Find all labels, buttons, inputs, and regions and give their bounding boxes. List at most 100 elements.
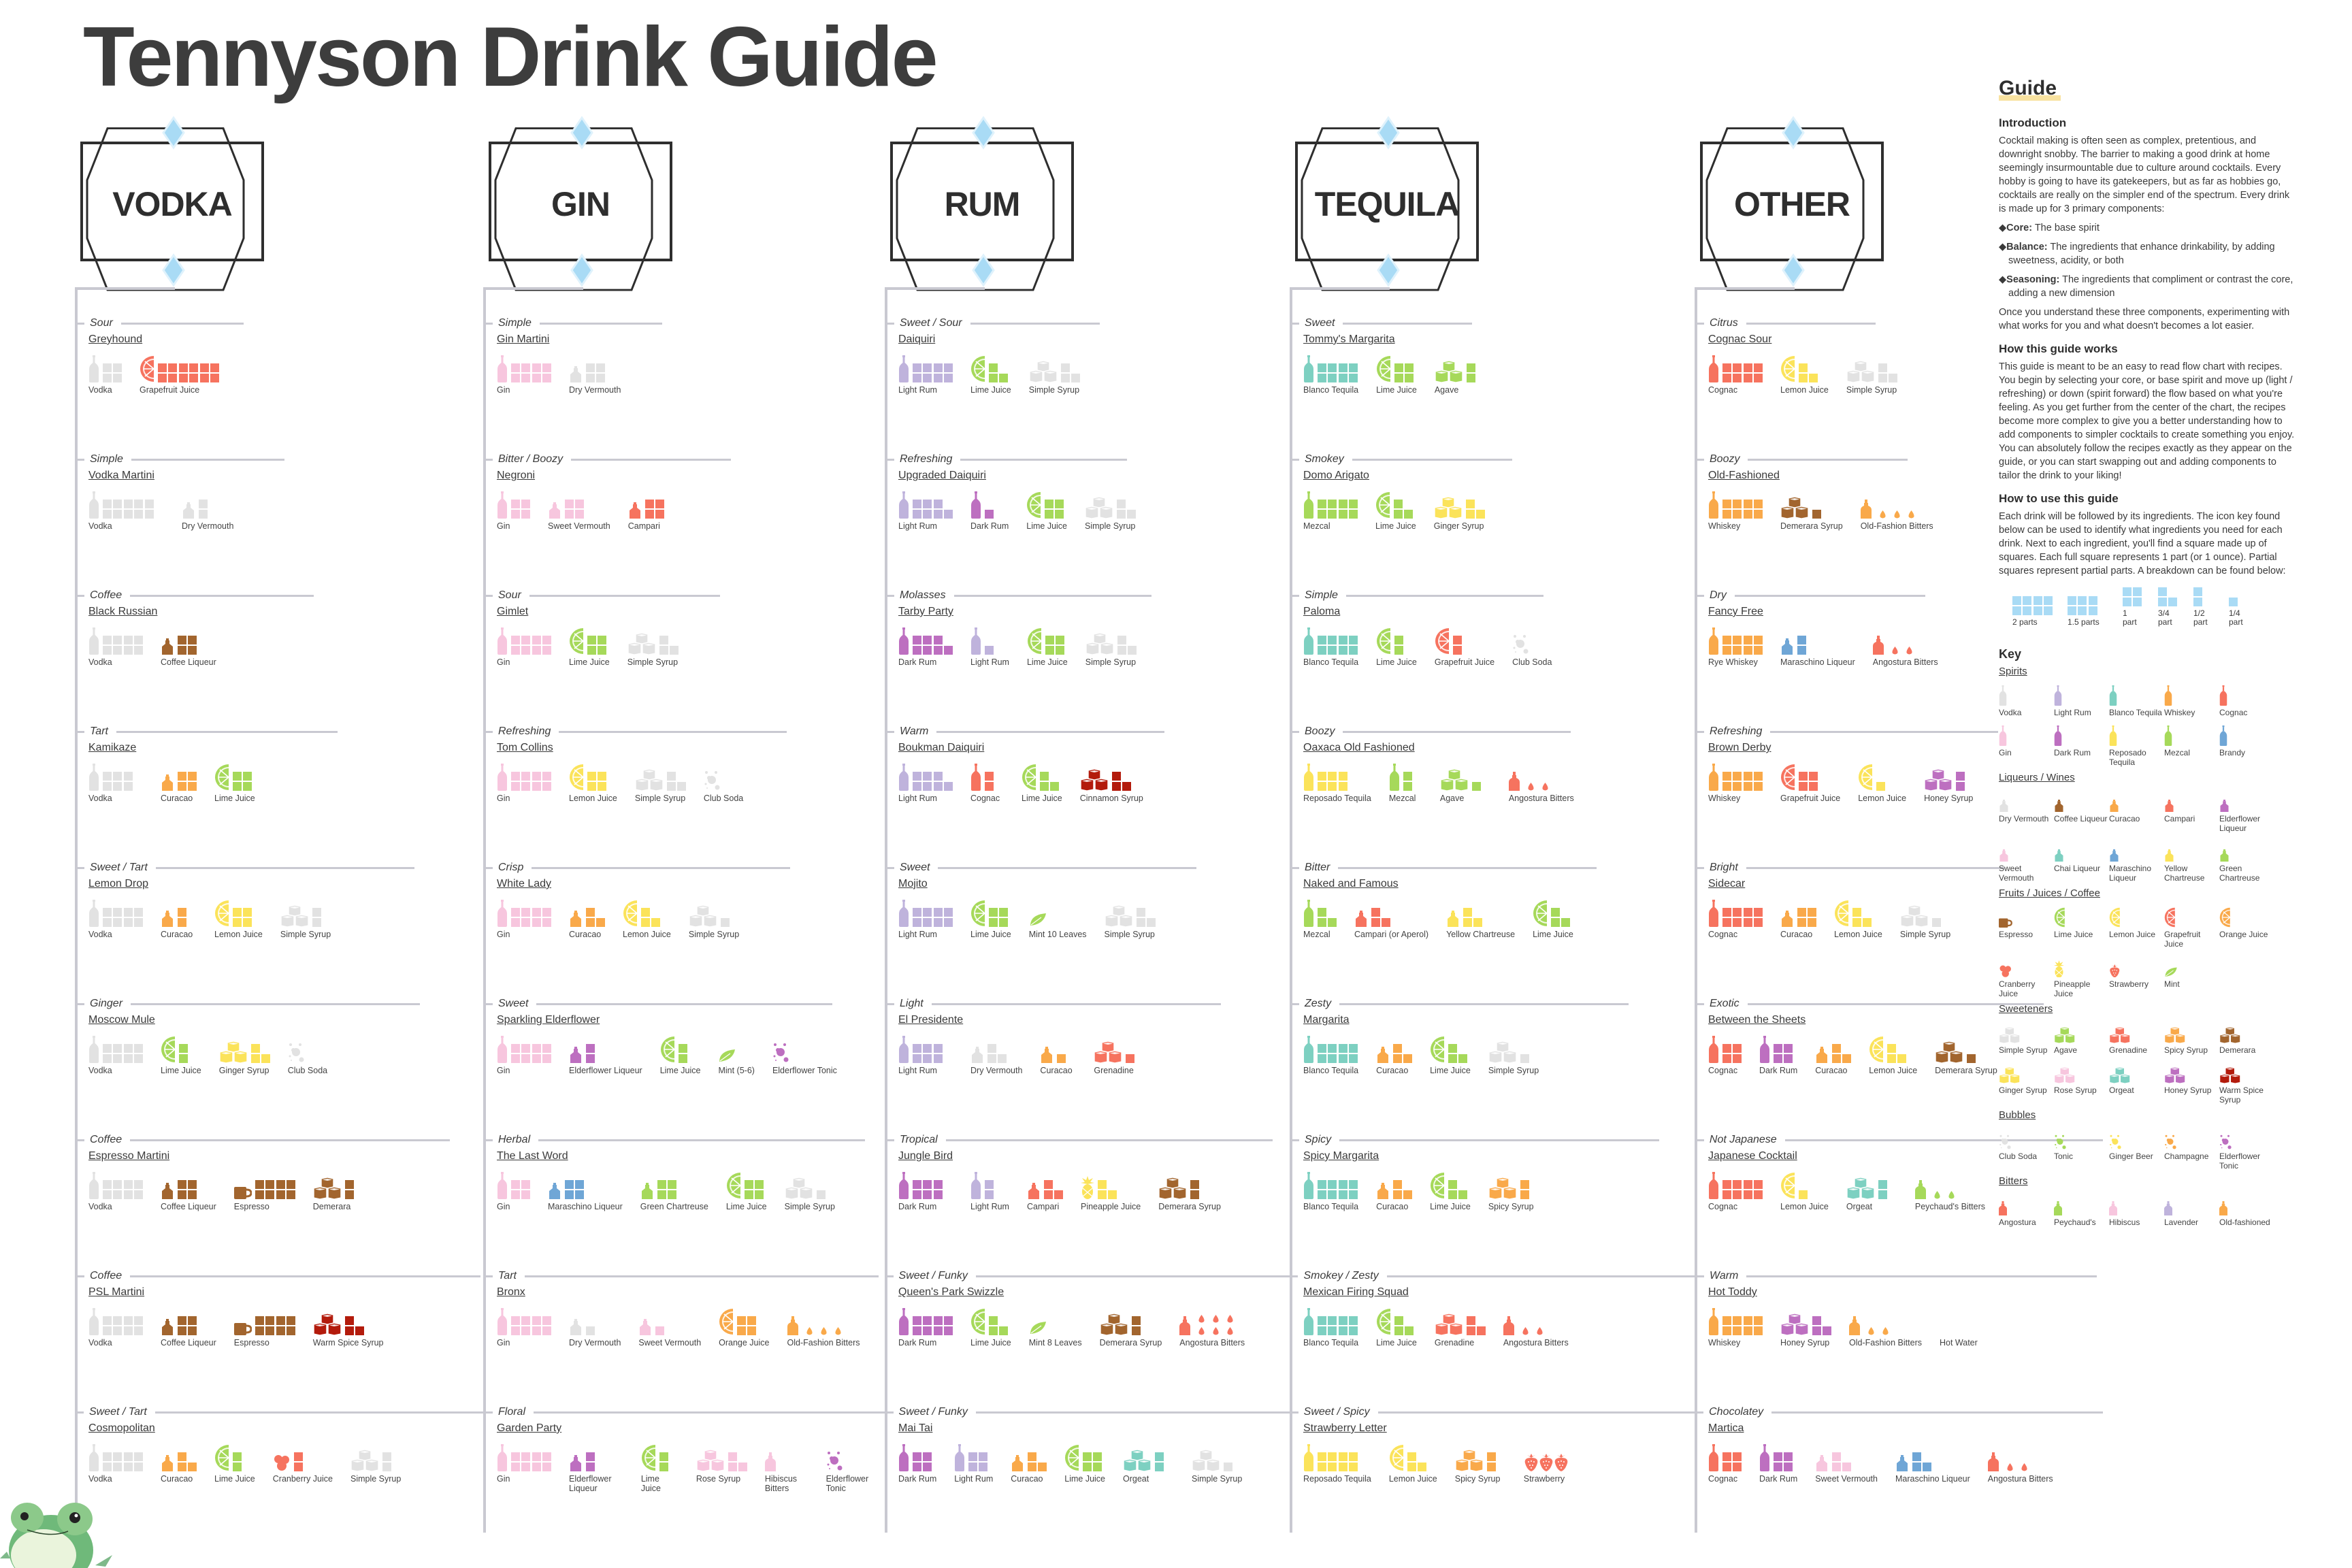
category-label: Crisp	[498, 862, 524, 873]
drink-name-link[interactable]: Black Russian	[88, 606, 158, 617]
drink-entry: Sweet / Tart Lemon Drop Vodka Curacao Le…	[75, 858, 483, 994]
tick-line	[1290, 730, 1299, 733]
parts-blocks	[1155, 1452, 1174, 1471]
component-bullet: ◆Core: The base spirit	[1999, 221, 2298, 235]
spirit-header-tequila[interactable]: TEQUILA	[1290, 116, 1494, 293]
trunk-line	[1290, 287, 1292, 1533]
drink-name-link[interactable]: Upgraded Daiquiri	[898, 470, 986, 481]
drink-name-link[interactable]: Margarita	[1303, 1014, 1350, 1026]
ingredient-label: Light Rum	[970, 1202, 1009, 1211]
drink-name-link[interactable]: Domo Arigato	[1303, 470, 1369, 481]
ingredient: Vodka	[88, 491, 164, 531]
drink-name-link[interactable]: Tommy's Margarita	[1303, 333, 1395, 345]
ingredient: Mint 10 Leaves	[1029, 900, 1087, 939]
parts-blocks	[255, 1316, 295, 1335]
parts-blocks	[1371, 908, 1390, 927]
drink-name-link[interactable]: Lemon Drop	[88, 878, 149, 889]
drink-name-link[interactable]: Mojito	[898, 878, 928, 889]
drink-name-link[interactable]: El Presidente	[898, 1014, 964, 1026]
spirit-header-vodka[interactable]: VODKA	[75, 116, 279, 293]
drink-name-link[interactable]: PSL Martini	[88, 1286, 145, 1298]
parts-blocks	[1912, 1452, 1931, 1471]
drink-name-link[interactable]: Mai Tai	[898, 1422, 933, 1434]
ingredient-label: Grapefruit Juice	[1434, 657, 1495, 667]
ingredient-label: Whiskey	[1708, 794, 1741, 803]
parts-blocks	[1318, 908, 1337, 927]
ingredient-label: Lime Juice	[214, 794, 255, 803]
parts-blocks	[1722, 772, 1763, 791]
diamond-bullet-icon: ◆	[1999, 223, 2007, 233]
drink-name-link[interactable]: Japanese Cocktail	[1708, 1150, 1797, 1162]
drink-name-link[interactable]: Hot Toddy	[1708, 1286, 1757, 1298]
cubes-icon	[2164, 1060, 2219, 1083]
drink-name-link[interactable]: Sidecar	[1708, 878, 1746, 889]
ingredient-list: Mezcal Campari (or Aperol) Yellow Chartr…	[1303, 900, 1591, 939]
ingredient-list: Blanco Tequila Curacao Lime Juice Spicy …	[1303, 1172, 1557, 1211]
drink-name-link[interactable]: Boukman Daiquiri	[898, 742, 985, 753]
drink-name-link[interactable]: Tarby Party	[898, 606, 953, 617]
drink-name-link[interactable]: Spicy Margarita	[1303, 1150, 1379, 1162]
drink-name-link[interactable]: The Last Word	[497, 1150, 568, 1162]
octagon-frame-icon	[489, 116, 672, 291]
drink-name-link[interactable]: Negroni	[497, 470, 536, 481]
drink-name-link[interactable]: Queen's Park Swizzle	[898, 1286, 1004, 1298]
drink-name-link[interactable]: Daiquiri	[898, 333, 936, 345]
drink-name-link[interactable]: Gimlet	[497, 606, 529, 617]
ingredient-list: Cognac Lemon Juice Simple Syrup	[1708, 355, 1915, 395]
ingredient-label: Peychaud's Bitters	[1914, 1202, 1986, 1211]
spirit-header-gin[interactable]: GIN	[483, 116, 687, 293]
category-row: Coffee	[75, 585, 483, 606]
ingredient-label: Orgeat	[1846, 1202, 1873, 1211]
drink-name-link[interactable]: Espresso Martini	[88, 1150, 170, 1162]
drink-name-link[interactable]: Brown Derby	[1708, 742, 1771, 753]
spirit-header-other[interactable]: OTHER	[1695, 116, 1899, 293]
ingredient-label: Lemon Juice	[1834, 930, 1882, 939]
drink-name-link[interactable]: Old-Fashioned	[1708, 470, 1780, 481]
ingredient: Elderflower Tonic	[772, 1036, 837, 1075]
ingredient: Whiskey	[1708, 764, 1763, 803]
drink-name-link[interactable]: Oaxaca Old Fashioned	[1303, 742, 1415, 753]
category-row: Sour	[483, 585, 892, 606]
bottle-icon	[497, 1036, 508, 1063]
key-item: Chai Liqueur	[2054, 838, 2109, 883]
drink-name-link[interactable]: Gin Martini	[497, 333, 550, 345]
flask-icon	[638, 1319, 652, 1335]
ingredient-label: Reposado Tequila	[1303, 794, 1371, 803]
category-label: Floral	[498, 1406, 526, 1418]
drink-name-link[interactable]: Paloma	[1303, 606, 1341, 617]
drink-name-link[interactable]: Moscow Mule	[88, 1014, 155, 1026]
ingredient-label: Maraschino Liqueur	[1780, 657, 1855, 667]
drink-name-link[interactable]: Cognac Sour	[1708, 333, 1772, 345]
drink-name-link[interactable]: Kamikaze	[88, 742, 137, 753]
drink-name-link[interactable]: Mexican Firing Squad	[1303, 1286, 1409, 1298]
drink-name-link[interactable]: Strawberry Letter	[1303, 1422, 1387, 1434]
drink-name-link[interactable]: Jungle Bird	[898, 1150, 953, 1162]
citrus-icon	[1376, 355, 1391, 382]
strawberry-icon	[2109, 954, 2164, 977]
cubes-icon	[1435, 361, 1463, 382]
drink-name-link[interactable]: Tom Collins	[497, 742, 553, 753]
drink-name-link[interactable]: Sparkling Elderflower	[497, 1014, 600, 1026]
category-row: Simple	[75, 449, 483, 470]
ingredient-label: Orgeat	[1123, 1474, 1149, 1484]
diamond-bullet-icon: ◆	[1999, 274, 2007, 285]
drink-name-link[interactable]: White Lady	[497, 878, 552, 889]
ingredient-label: Whiskey	[1708, 521, 1741, 531]
dasher-icon	[2109, 1192, 2164, 1215]
key-item-label: Honey Syrup	[2164, 1085, 2212, 1095]
drink-name-link[interactable]: Greyhound	[88, 333, 143, 345]
drink-name-link[interactable]: Between the Sheets	[1708, 1014, 1806, 1026]
ingredient: Angostura Bitters	[1872, 627, 1938, 667]
drink-name-link[interactable]: Bronx	[497, 1286, 525, 1298]
drink-name-link[interactable]: Garden Party	[497, 1422, 562, 1434]
drink-name-link[interactable]: Martica	[1708, 1422, 1744, 1434]
drink-name-link[interactable]: Cosmopolitan	[88, 1422, 155, 1434]
drink-name-link[interactable]: Naked and Famous	[1303, 878, 1399, 889]
bottle-icon	[1389, 764, 1400, 791]
spirit-header-rum[interactable]: RUM	[885, 116, 1089, 293]
bubbles-icon	[2219, 1126, 2274, 1149]
ingredient: Light Rum	[898, 1036, 953, 1075]
drink-name-link[interactable]: Fancy Free	[1708, 606, 1763, 617]
dasher-icon	[1503, 1316, 1514, 1335]
drink-name-link[interactable]: Vodka Martini	[88, 470, 154, 481]
